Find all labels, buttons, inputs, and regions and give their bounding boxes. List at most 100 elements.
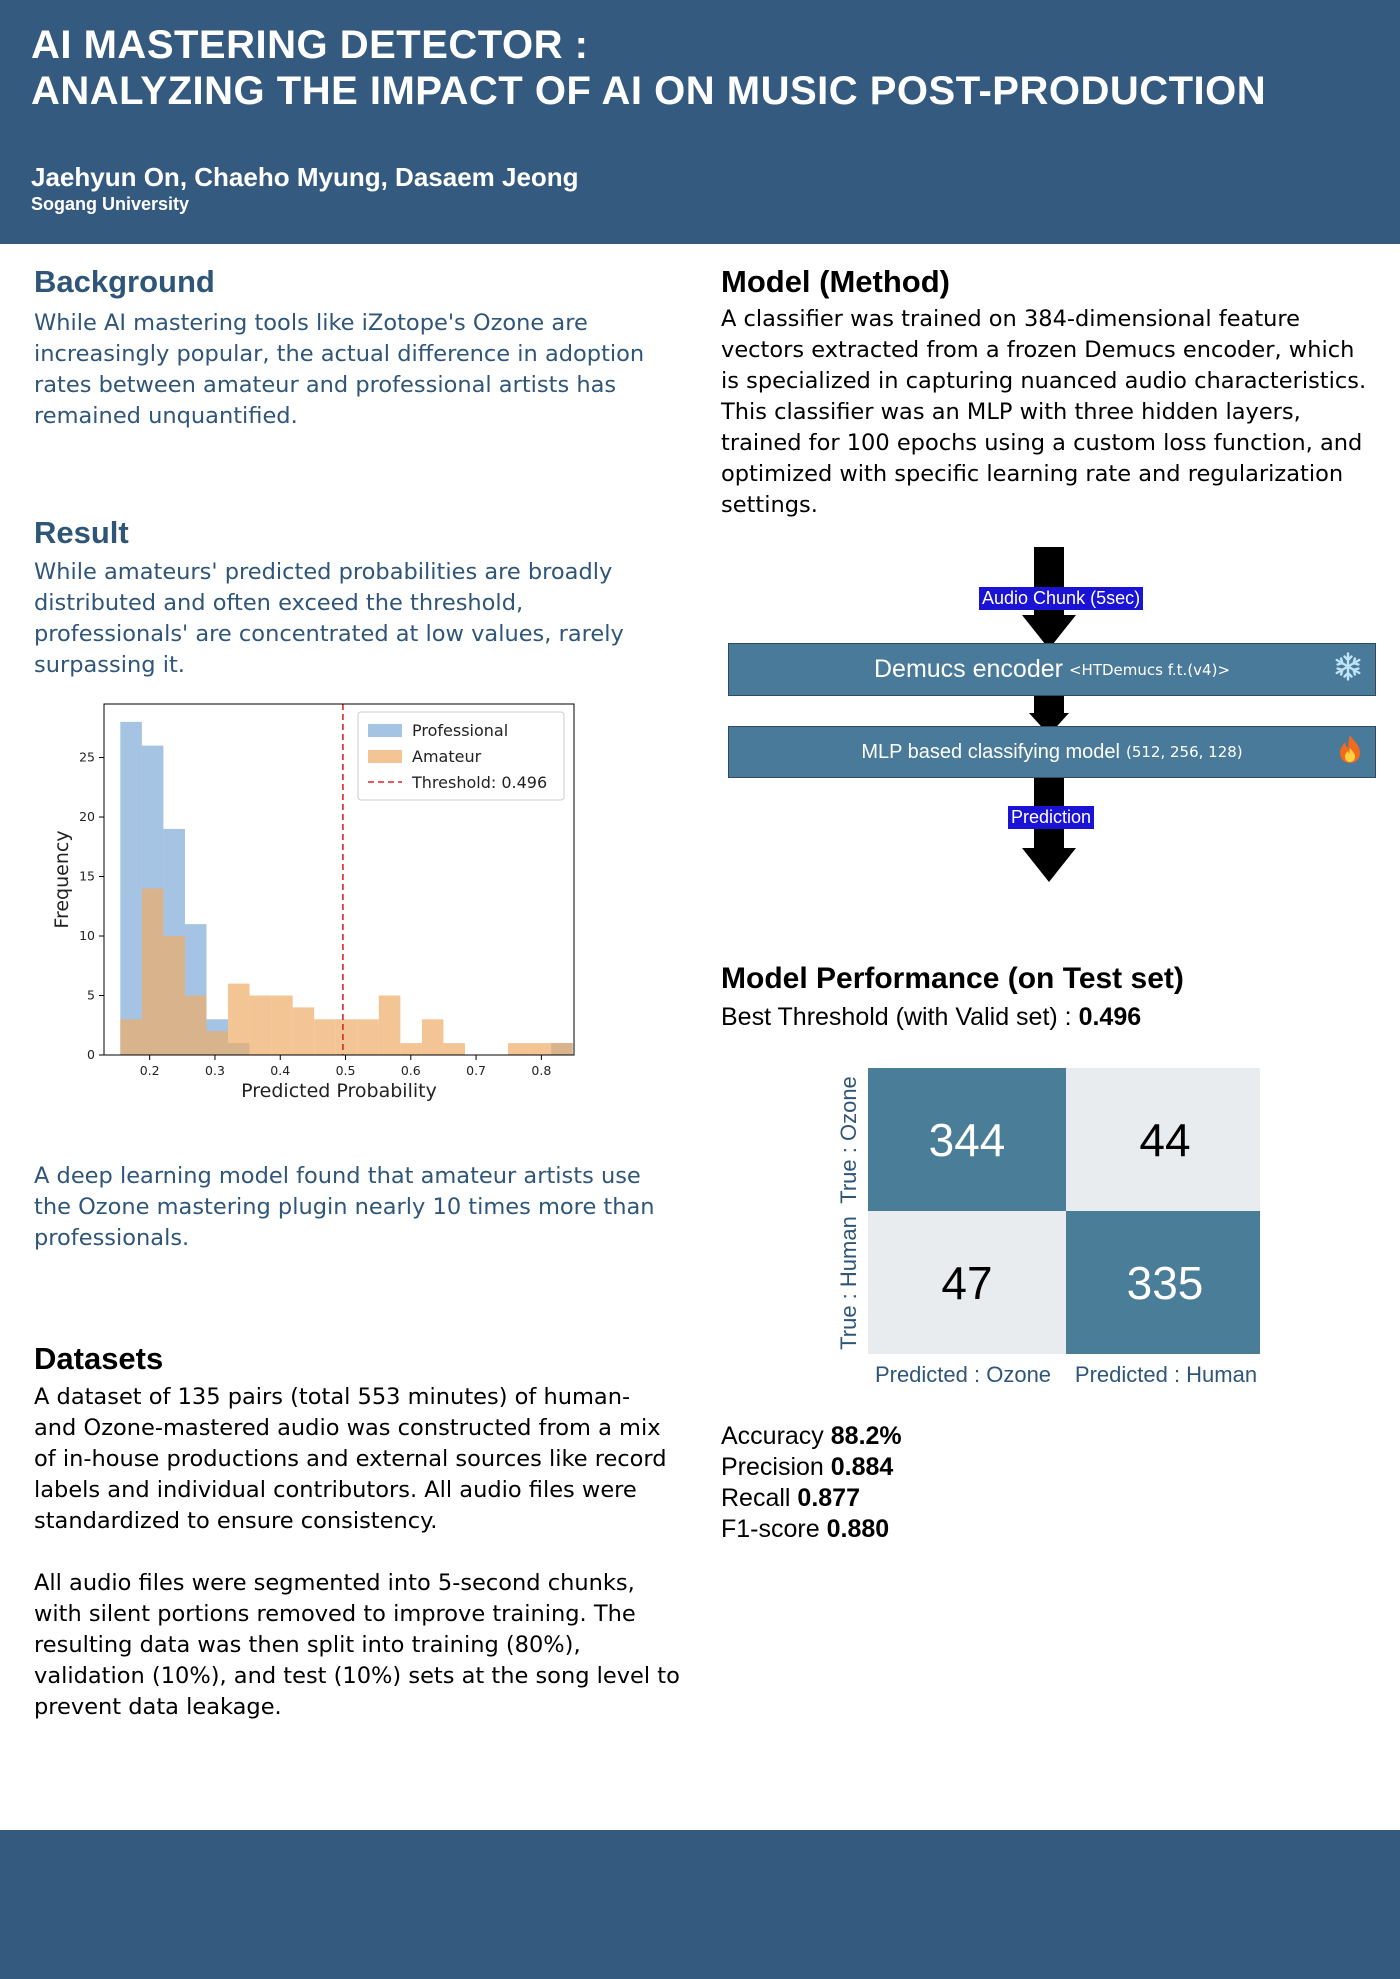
text-line: resulting data was then split into train… (34, 1632, 581, 1658)
encoder-label: Demucs encoder (873, 655, 1063, 683)
datasets-text-2: All audio files were segmented into 5-se… (34, 1568, 680, 1723)
threshold-value: 0.496 (1078, 1003, 1142, 1031)
finding-text: A deep learning model found that amateur… (34, 1161, 655, 1254)
text-line: settings. (721, 492, 818, 518)
cm-col-label: Predicted : Human (1075, 1362, 1257, 1387)
demucs-encoder-block: Demucs encoder <HTDemucs f.t.(v4)> (728, 643, 1376, 696)
performance-heading: Model Performance (on Test set) (721, 962, 1184, 995)
authors: Jaehyun On, Chaeho Myung, Dasaem Jeong (31, 162, 579, 192)
text-line: increasingly popular, the actual differe… (34, 341, 645, 367)
cm-row-label: True : Ozone (836, 1076, 861, 1204)
x-tick-label: 0.2 (140, 1063, 160, 1078)
histogram-bar (508, 1043, 530, 1055)
cm-cell-tp (868, 1068, 1066, 1211)
metric-label: Accuracy (721, 1422, 831, 1450)
background-heading: Background (34, 264, 215, 299)
metric-f1: F1-score 0.880 (721, 1514, 902, 1545)
poster-title: AI MASTERING DETECTOR : ANALYZING THE IM… (31, 22, 1266, 114)
x-tick-label: 0.8 (531, 1063, 551, 1078)
cm-value: 47 (941, 1257, 992, 1309)
histogram-bar (335, 1019, 358, 1055)
x-tick-label: 0.5 (336, 1063, 356, 1078)
text-line: standardized to ensure consistency. (34, 1508, 438, 1534)
x-tick-label: 0.4 (270, 1063, 290, 1078)
text-line: vectors extracted from a frozen Demucs e… (721, 337, 1355, 363)
x-tick-label: 0.6 (401, 1063, 421, 1078)
metric-recall: Recall 0.877 (721, 1483, 902, 1514)
confusion-matrix: 344 44 47 335 True : Ozone True : Human … (836, 1068, 1260, 1387)
histogram-chart: 0.2 0.3 0.4 0.5 0.6 0.7 0.8 0 5 10 15 20 25 Predicted… (51, 703, 575, 1102)
pipeline-diagram: Audio Chunk (5sec) Demucs encoder <HTDem… (700, 545, 1380, 885)
metric-value: 88.2% (830, 1422, 902, 1450)
histogram-bar (400, 1043, 422, 1055)
y-tick-label: 5 (87, 988, 95, 1003)
metric-label: Precision (721, 1453, 831, 1481)
histogram-bar (551, 1043, 573, 1055)
text-line: rates between amateur and professional a… (34, 372, 617, 398)
histogram-bar (314, 1019, 336, 1055)
legend-label: Amateur (412, 747, 482, 766)
text-line: optimized with specific learning rate an… (721, 461, 1344, 487)
snowflake-icon (1333, 651, 1363, 688)
histogram-legend: Professional Amateur Threshold: 0.496 (357, 711, 565, 801)
result-heading: Result (34, 515, 129, 550)
x-axis-label: Predicted Probability (241, 1080, 437, 1102)
prediction-tag: Prediction (1008, 806, 1095, 829)
text-line: While amateurs' predicted probabilities … (34, 559, 613, 585)
cm-cell-tn (1066, 1211, 1260, 1354)
histogram-bar (271, 995, 293, 1055)
y-tick-label: 20 (79, 809, 95, 824)
histogram-bar (529, 1043, 552, 1055)
legend-swatch (368, 750, 402, 763)
histogram-bar (421, 1019, 444, 1055)
metric-value: 0.880 (826, 1515, 890, 1543)
histogram-bar (120, 1019, 142, 1055)
text-line: is specialized in capturing nuanced audi… (721, 368, 1367, 394)
histogram-bar (249, 995, 272, 1055)
histogram-bar (141, 888, 164, 1055)
x-tick-label: 0.7 (466, 1063, 486, 1078)
threshold-line: Best Threshold (with Valid set) : 0.496 (721, 1002, 1141, 1033)
histogram-bar (120, 721, 142, 1055)
encoder-sublabel: <HTDemucs f.t.(v4)> (1068, 660, 1231, 679)
text-line: A deep learning model found that amateur… (34, 1163, 641, 1189)
histogram-bar (378, 995, 401, 1055)
background-text: While AI mastering tools like iZotope's … (34, 308, 644, 432)
y-tick-label: 25 (79, 750, 95, 765)
cm-cell-fp (868, 1211, 1066, 1354)
cm-row-label: True : Human (836, 1216, 861, 1350)
title-line-2: ANALYZING THE IMPACT OF AI ON MUSIC POST… (31, 69, 1267, 113)
text-line: professionals' are concentrated at low v… (34, 621, 624, 647)
cm-col-label: Predicted : Ozone (875, 1362, 1051, 1387)
datasets-text-1: A dataset of 135 pairs (total 553 minute… (34, 1382, 667, 1537)
arrow-head (1022, 848, 1076, 882)
cm-value: 44 (1139, 1114, 1190, 1166)
cm-value: 344 (929, 1114, 1006, 1166)
legend-label: Threshold: 0.496 (411, 773, 547, 792)
metric-precision: Precision 0.884 (721, 1452, 902, 1483)
metric-label: F1-score (721, 1515, 827, 1543)
y-tick-label: 15 (79, 869, 95, 884)
metric-label: Recall (721, 1484, 798, 1512)
histogram-bar (184, 995, 207, 1055)
histogram-bars (120, 704, 573, 1055)
legend-swatch (368, 724, 402, 737)
datasets-heading: Datasets (34, 1341, 164, 1376)
title-line-1: AI MASTERING DETECTOR : (31, 23, 589, 67)
text-line: labels and individual contributors. All … (34, 1477, 637, 1503)
arrow-shaft (1034, 696, 1064, 718)
text-line: remained unquantified. (34, 403, 298, 429)
text-line: This classifier was an MLP with three hi… (721, 399, 1301, 425)
text-line: with silent portions removed to improve … (34, 1601, 636, 1627)
text-line: All audio files were segmented into 5-se… (34, 1570, 635, 1596)
metric-accuracy: Accuracy 88.2% (721, 1421, 902, 1452)
text-line: the Ozone mastering plugin nearly 10 tim… (34, 1194, 655, 1220)
affiliation: Sogang University (31, 194, 190, 214)
histogram-bar (357, 1019, 379, 1055)
method-text: A classifier was trained on 384-dimensio… (721, 304, 1366, 521)
text-line: While AI mastering tools like iZotope's … (34, 310, 588, 336)
result-text: While amateurs' predicted probabilities … (34, 557, 624, 681)
classifier-sublabel: (512, 256, 128) (1125, 743, 1243, 761)
text-line: professionals. (34, 1225, 190, 1251)
fire-icon (1337, 734, 1363, 770)
